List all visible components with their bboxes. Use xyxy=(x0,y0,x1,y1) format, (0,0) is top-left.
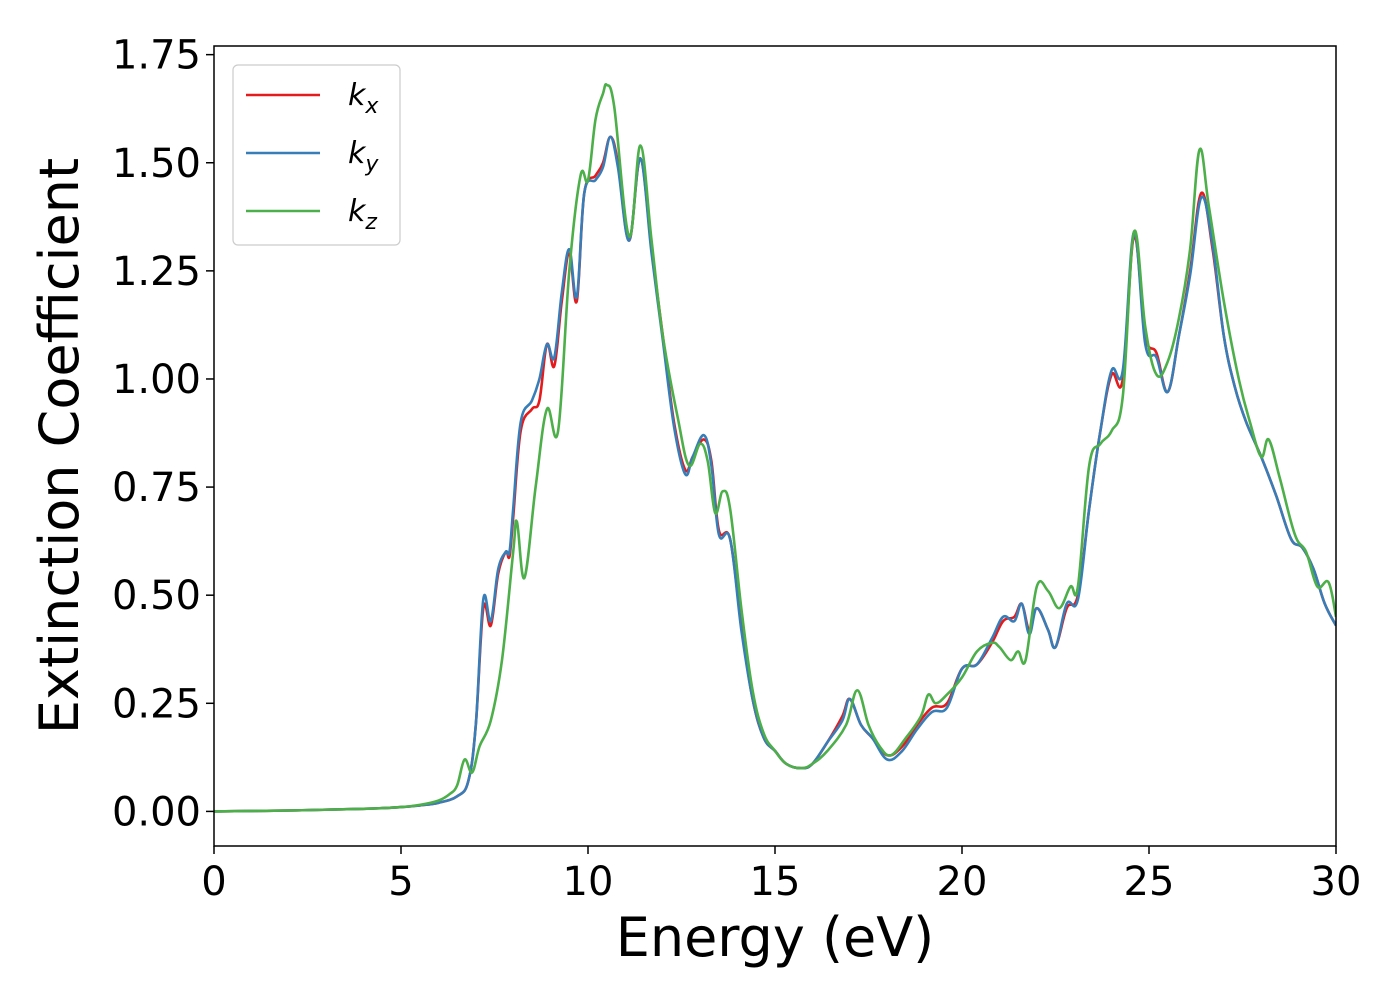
y-tick-label: 0.25 xyxy=(112,681,201,727)
y-axis: 0.00 0.25 0.50 0.75 1.00 1.25 1.50 1.75 xyxy=(112,33,214,835)
x-tick-label: 0 xyxy=(201,859,226,905)
y-tick-label: 0.50 xyxy=(112,573,201,619)
x-axis: 0 5 10 15 20 25 30 xyxy=(201,846,1361,905)
x-axis-title: Energy (eV) xyxy=(616,906,935,969)
y-tick-label: 1.75 xyxy=(112,33,201,79)
y-axis-title: Extinction Coefficient xyxy=(28,158,91,734)
legend: kx ky kz xyxy=(232,64,401,246)
y-tick-label: 1.25 xyxy=(112,249,201,295)
legend-label-kz: kz xyxy=(348,194,377,235)
y-tick-label: 1.50 xyxy=(112,141,201,187)
y-tick-label: 1.00 xyxy=(112,357,201,403)
y-tick-label: 0.75 xyxy=(112,465,201,511)
x-tick-label: 25 xyxy=(1124,859,1175,905)
x-tick-label: 5 xyxy=(388,859,413,905)
x-tick-label: 20 xyxy=(937,859,988,905)
y-tick-label: 0.00 xyxy=(112,789,201,835)
legend-label-kx: kx xyxy=(348,78,379,119)
legend-box xyxy=(232,64,401,246)
plot-area xyxy=(214,83,1336,813)
x-tick-label: 10 xyxy=(563,859,614,905)
x-tick-label: 15 xyxy=(750,859,801,905)
series-line-kz xyxy=(214,83,1336,813)
legend-label-ky: ky xyxy=(348,136,379,177)
x-tick-label: 30 xyxy=(1311,859,1362,905)
